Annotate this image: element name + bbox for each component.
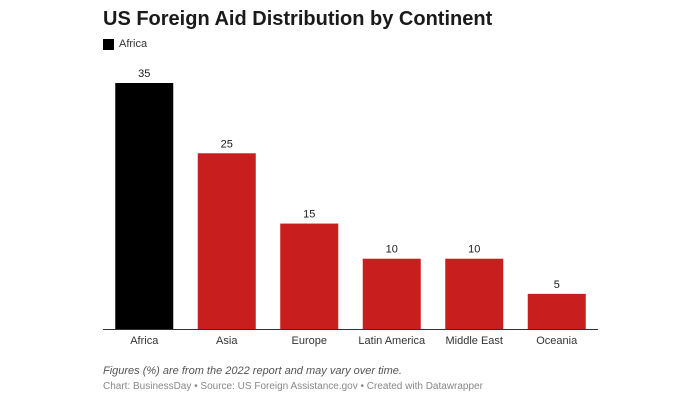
bar-middle-east [445, 258, 504, 329]
data-label-middle-east: 10 [468, 244, 480, 256]
chart-note: Figures (%) are from the 2022 report and… [103, 365, 402, 377]
chart-credits: Chart: BusinessDay • Source: US Foreign … [103, 381, 483, 392]
data-label-europe: 15 [303, 209, 315, 221]
legend-label-africa: Africa [119, 38, 148, 50]
bar-oceania [527, 293, 586, 329]
x-tick-label-latin-america: Latin America [358, 335, 426, 347]
bar-europe [280, 223, 339, 329]
data-label-oceania: 5 [554, 279, 560, 291]
x-tick-label-europe: Europe [292, 335, 327, 347]
data-label-asia: 25 [221, 138, 233, 150]
data-label-africa: 35 [138, 68, 150, 80]
x-tick-label-oceania: Oceania [536, 335, 578, 347]
x-tick-label-middle-east: Middle East [446, 335, 503, 347]
bar-asia [197, 153, 256, 329]
x-tick-label-africa: Africa [130, 335, 159, 347]
data-label-latin-america: 10 [386, 244, 398, 256]
legend: Africa [103, 38, 147, 50]
x-tick-label-asia: Asia [216, 335, 238, 347]
bar-africa [115, 83, 174, 329]
legend-swatch-africa [103, 38, 114, 50]
bar-latin-america [362, 258, 421, 329]
chart-title: US Foreign Aid Distribution by Continent [103, 8, 493, 30]
